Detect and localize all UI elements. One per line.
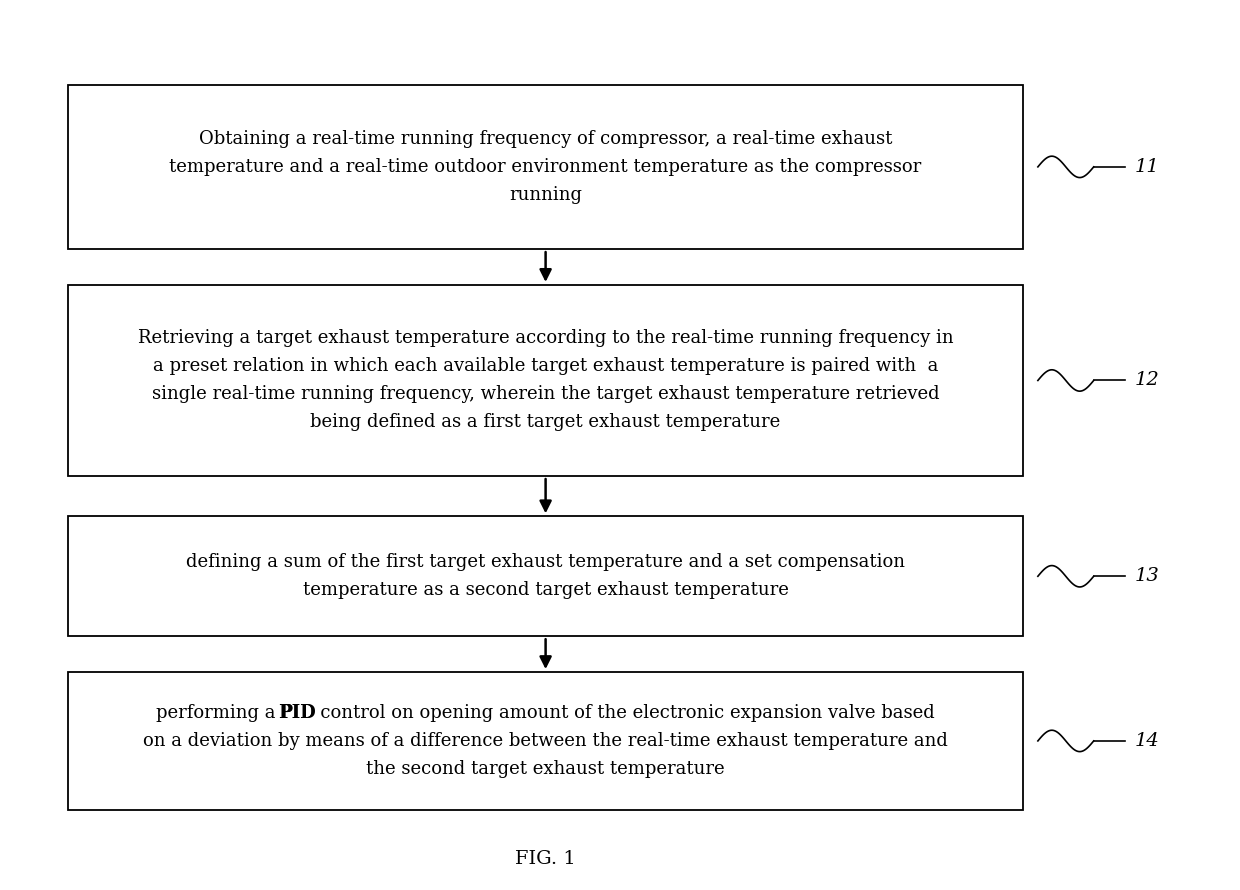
Bar: [68, 672, 1023, 810]
Text: 13: 13: [1135, 567, 1159, 586]
Bar: [68, 516, 1023, 636]
Text: temperature and a real-time outdoor environment temperature as the compressor: temperature and a real-time outdoor envi…: [170, 158, 921, 176]
Text: 12: 12: [1135, 371, 1159, 390]
Text: temperature as a second target exhaust temperature: temperature as a second target exhaust t…: [303, 581, 789, 599]
Text: the second target exhaust temperature: the second target exhaust temperature: [366, 760, 725, 778]
Text: PID: PID: [278, 704, 316, 722]
Text: a preset relation in which each available target exhaust temperature is paired w: a preset relation in which each availabl…: [153, 358, 939, 376]
Bar: [68, 85, 1023, 249]
Text: defining a sum of the first target exhaust temperature and a set compensation: defining a sum of the first target exhau…: [186, 554, 905, 571]
Text: being defined as a first target exhaust temperature: being defined as a first target exhaust …: [310, 414, 781, 432]
Bar: [68, 285, 1023, 476]
Text: Obtaining a real-time running frequency of compressor, a real-time exhaust: Obtaining a real-time running frequency …: [198, 130, 893, 148]
Text: Retrieving a target exhaust temperature according to the real-time running frequ: Retrieving a target exhaust temperature …: [138, 329, 954, 347]
Text: 14: 14: [1135, 732, 1159, 750]
Text: 11: 11: [1135, 158, 1159, 176]
Text: performing a PID control on opening amount of the electronic expansion valve bas: performing a PID control on opening amou…: [156, 704, 935, 722]
Text: on a deviation by means of a difference between the real-time exhaust temperatur: on a deviation by means of a difference …: [143, 732, 949, 750]
Text: FIG. 1: FIG. 1: [516, 850, 575, 868]
Text: running: running: [510, 186, 582, 204]
Text: single real-time running frequency, wherein the target exhaust temperature retri: single real-time running frequency, wher…: [151, 385, 940, 403]
